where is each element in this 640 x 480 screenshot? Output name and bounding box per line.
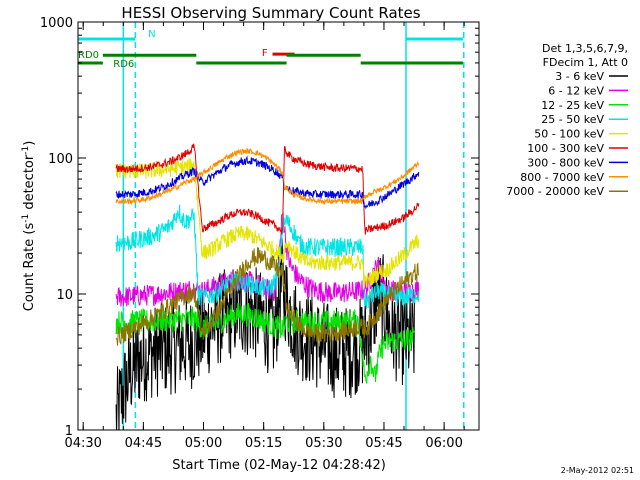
plot-frame xyxy=(77,21,480,431)
legend-header-line-2: FDecim 1, Att 0 xyxy=(543,56,628,69)
legend-header-line-1: Det 1,3,5,6,7,9, xyxy=(542,42,628,55)
legend: Det 1,3,5,6,7,9, FDecim 1, Att 0 3 - 6 k… xyxy=(506,42,628,198)
series-line-3 xyxy=(115,302,415,384)
y-axis-label-sup2: -1 xyxy=(21,146,31,155)
series-line-8 xyxy=(115,147,420,206)
series-line-9 xyxy=(115,247,420,346)
y-tick-label-2: 10 xyxy=(56,288,73,303)
flag-f-label: F xyxy=(262,48,268,59)
series-line-5 xyxy=(115,158,420,288)
x-tick-label-1: 04:30 xyxy=(64,436,101,451)
series-line-6 xyxy=(115,143,420,235)
legend-entry-label-2: 6 - 12 keV xyxy=(548,84,604,97)
y-axis-label-main: Count Rate (s xyxy=(22,223,37,312)
series-line-4 xyxy=(115,204,420,310)
flag-n-label: N xyxy=(148,29,155,40)
legend-entry-label-5: 50 - 100 keV xyxy=(534,128,604,141)
y-tick-label-3: 100 xyxy=(48,152,73,167)
footer-timestamp: 2-May-2012 02:51 xyxy=(561,466,634,475)
series-layer xyxy=(115,143,420,430)
flag-rd0-label: RD0 xyxy=(78,50,99,61)
legend-entry-label-1: 3 - 6 keV xyxy=(555,70,604,83)
chart-title: HESSI Observing Summary Count Rates xyxy=(121,4,420,22)
legend-entry-label-3: 12 - 25 keV xyxy=(541,99,604,112)
legend-entry-label-7: 300 - 800 keV xyxy=(527,156,604,169)
flag-rd6-label: RD6 xyxy=(113,59,134,70)
y-axis-label-sup1: -1 xyxy=(21,214,31,223)
series-line-7 xyxy=(115,155,420,210)
legend-entry-label-8: 800 - 7000 keV xyxy=(520,171,604,184)
y-axis: 1 10 100 1000 xyxy=(40,16,479,439)
legend-entry-label-9: 7000 - 20000 keV xyxy=(506,185,604,198)
x-tick-label-4: 05:15 xyxy=(245,436,282,451)
legend-entry-label-6: 100 - 300 keV xyxy=(527,142,604,155)
x-tick-label-5: 05:30 xyxy=(305,436,342,451)
y-axis-label-end: ) xyxy=(22,141,37,146)
x-tick-label-2: 04:45 xyxy=(125,436,162,451)
y-axis-label: Count Rate (s-1 detector-1) xyxy=(21,141,37,312)
y-axis-label-mid: detector xyxy=(22,154,37,214)
x-tick-label-3: 05:00 xyxy=(185,436,222,451)
x-tick-label-6: 05:45 xyxy=(365,436,402,451)
y-tick-label-1: 1 xyxy=(65,424,73,439)
y-tick-label-4: 1000 xyxy=(40,16,73,31)
series-line-2 xyxy=(115,211,420,307)
x-axis: 04:30 04:45 05:00 05:15 05:30 05:45 06:00 xyxy=(64,22,465,451)
x-axis-label: Start Time (02-May-12 04:28:42) xyxy=(172,458,386,473)
plot-area: N F RD0 RD6 xyxy=(78,22,465,430)
legend-entry-label-4: 25 - 50 keV xyxy=(541,113,604,126)
x-tick-label-7: 06:00 xyxy=(425,436,462,451)
flag-bars: N F RD0 RD6 xyxy=(78,29,463,70)
